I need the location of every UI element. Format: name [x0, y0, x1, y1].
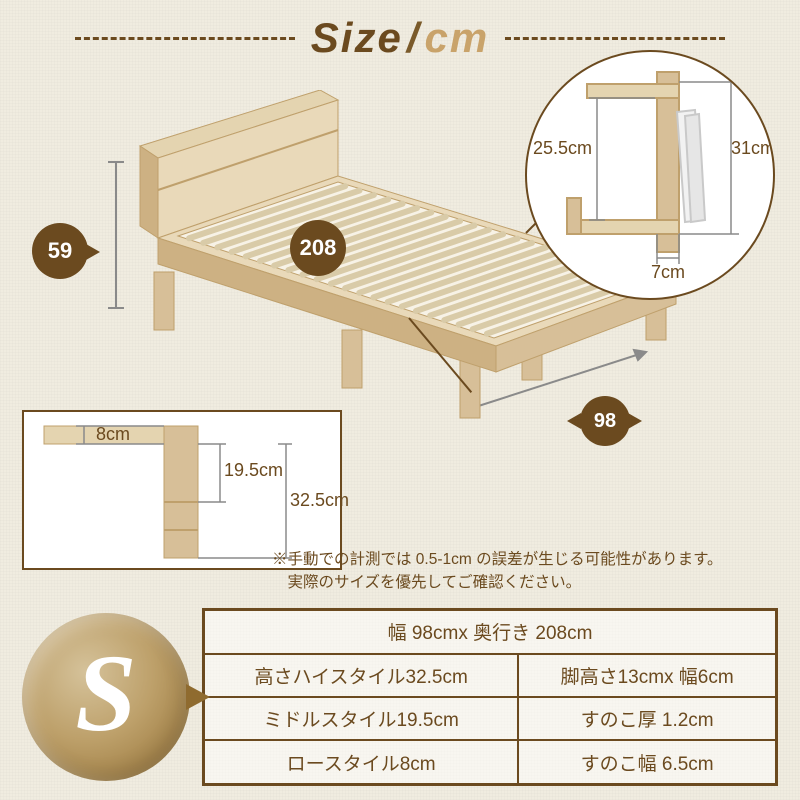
size-badge: S — [22, 613, 190, 781]
badge-height-pointer — [86, 244, 100, 260]
size-badge-pointer — [186, 684, 210, 710]
title-size: Size — [311, 14, 403, 61]
table-row: ロースタイル8cm すのこ幅 6.5cm — [204, 740, 777, 784]
spec-table: 幅 98cmx 奥行き 208cm 高さハイスタイル32.5cm 脚高さ13cm… — [202, 608, 778, 786]
spec-cell: 高さハイスタイル32.5cm — [204, 654, 519, 697]
title-unit: cm — [425, 14, 490, 61]
badge-height: 59 — [32, 223, 88, 279]
disclaimer: ※手動での計測では 0.5-1cm の誤差が生じる可能性があります。 実際のサイ… — [272, 548, 723, 595]
size-letter: S — [75, 638, 136, 748]
dc-shelf-depth: 7cm — [651, 262, 685, 283]
dc-total-height: 31cm — [731, 138, 775, 159]
spec-cell: すのこ幅 6.5cm — [518, 740, 776, 784]
table-row: 幅 98cmx 奥行き 208cm — [204, 610, 777, 654]
table-row: 高さハイスタイル32.5cm 脚高さ13cmx 幅6cm — [204, 654, 777, 697]
table-row: ミドルスタイル19.5cm すのこ厚 1.2cm — [204, 697, 777, 740]
bottom-section: S 幅 98cmx 奥行き 208cm 高さハイスタイル32.5cm 脚高さ13… — [22, 608, 778, 786]
badge-width-pointer-left — [567, 413, 581, 429]
spec-cell: 脚高さ13cmx 幅6cm — [518, 654, 776, 697]
title-slash: / — [407, 14, 421, 61]
disclaimer-line1: ※手動での計測では 0.5-1cm の誤差が生じる可能性があります。 — [272, 548, 723, 571]
spec-cell: すのこ厚 1.2cm — [518, 697, 776, 740]
lb-high: 32.5cm — [290, 490, 349, 511]
leg-detail: 8cm 19.5cm 32.5cm — [22, 410, 342, 570]
dash-right — [505, 37, 725, 40]
disclaimer-line2: 実際のサイズを優先してご確認ください。 — [272, 571, 723, 594]
badge-height-val: 59 — [48, 238, 72, 264]
badge-length: 208 — [290, 220, 346, 276]
dash-left — [75, 37, 295, 40]
badge-length-val: 208 — [300, 235, 337, 261]
lb-mid: 19.5cm — [224, 460, 283, 481]
spec-cell: 幅 98cmx 奥行き 208cm — [204, 610, 777, 654]
page-title: Size/cm — [311, 14, 489, 62]
spec-cell: ミドルスタイル19.5cm — [204, 697, 519, 740]
badge-width: 98 — [580, 396, 630, 446]
badge-width-val: 98 — [594, 410, 616, 433]
badge-width-pointer-right — [628, 413, 642, 429]
lb-low: 8cm — [96, 424, 130, 445]
headboard-detail: 25.5cm 31cm 7cm — [525, 50, 775, 300]
dc-shelf-height: 25.5cm — [533, 138, 592, 159]
spec-cell: ロースタイル8cm — [204, 740, 519, 784]
